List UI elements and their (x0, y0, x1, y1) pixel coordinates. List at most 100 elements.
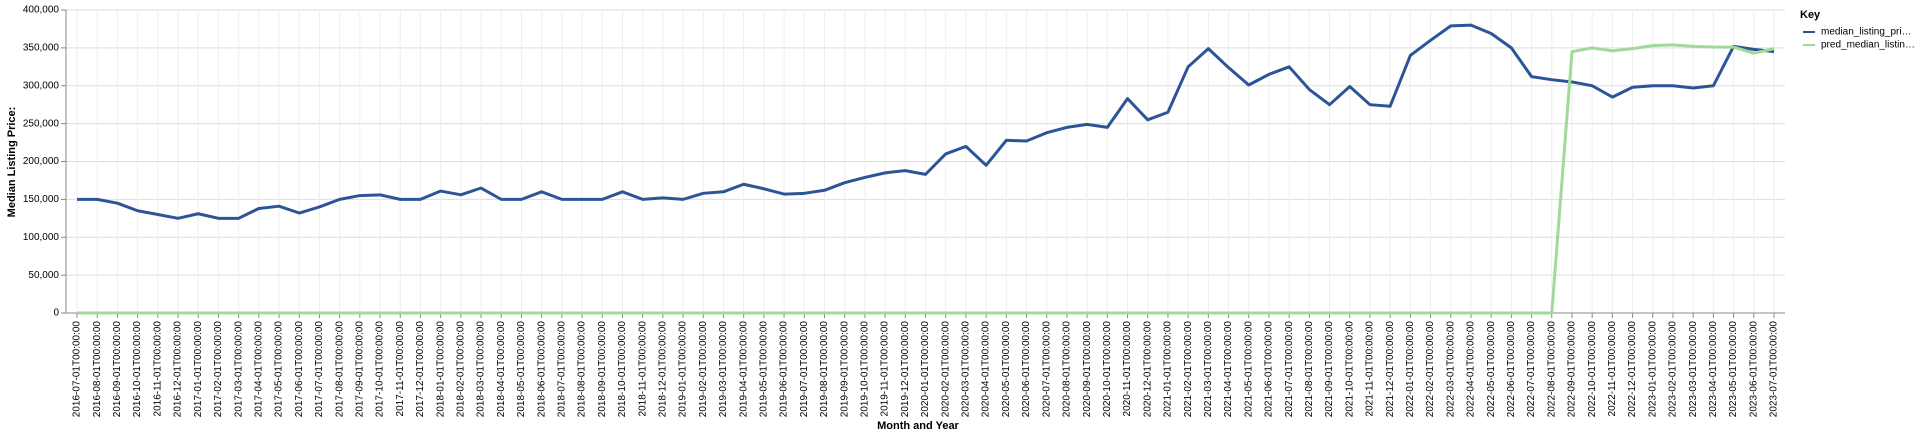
x-tick-label: 2022-04-01T00:00:00 (1466, 321, 1477, 418)
x-tick-label: 2017-08-01T00:00:00 (334, 321, 345, 418)
x-tick-label: 2017-11-01T00:00:00 (395, 321, 406, 417)
x-tick-label: 2020-06-01T00:00:00 (1021, 321, 1032, 418)
y-tick-label: 50,000 (28, 270, 59, 281)
x-tick-label: 2020-02-01T00:00:00 (940, 321, 951, 418)
x-tick-label: 2022-09-01T00:00:00 (1567, 321, 1578, 418)
x-tick-label: 2021-05-01T00:00:00 (1243, 321, 1254, 418)
x-tick-label: 2018-07-01T00:00:00 (556, 321, 567, 418)
x-tick-label: 2017-01-01T00:00:00 (193, 321, 204, 418)
x-tick-label: 2017-05-01T00:00:00 (274, 321, 285, 418)
legend-label: pred_median_listin… (1821, 40, 1915, 51)
x-tick-label: 2018-08-01T00:00:00 (577, 321, 588, 418)
x-tick-label: 2022-08-01T00:00:00 (1546, 321, 1557, 418)
x-tick-label: 2022-06-01T00:00:00 (1506, 321, 1517, 418)
x-tick-label: 2023-02-01T00:00:00 (1668, 321, 1679, 418)
legend-label: median_listing_pri… (1821, 27, 1912, 38)
x-tick-label: 2022-02-01T00:00:00 (1425, 321, 1436, 418)
x-tick-label: 2019-01-01T00:00:00 (678, 321, 689, 418)
x-tick-label: 2017-07-01T00:00:00 (314, 321, 325, 418)
x-tick-label: 2018-05-01T00:00:00 (516, 321, 527, 418)
x-tick-label: 2021-08-01T00:00:00 (1304, 321, 1315, 418)
x-tick-label: 2021-12-01T00:00:00 (1385, 321, 1396, 418)
x-tick-label: 2016-07-01T00:00:00 (72, 321, 83, 418)
x-tick-label: 2022-07-01T00:00:00 (1526, 321, 1537, 418)
x-tick-label: 2023-01-01T00:00:00 (1647, 321, 1658, 418)
x-tick-label: 2019-12-01T00:00:00 (900, 321, 911, 418)
x-tick-label: 2019-11-01T00:00:00 (880, 321, 891, 417)
x-tick-label: 2022-10-01T00:00:00 (1587, 321, 1598, 418)
x-tick-label: 2018-06-01T00:00:00 (536, 321, 547, 418)
x-tick-label: 2020-10-01T00:00:00 (1102, 321, 1113, 418)
x-tick-label: 2023-06-01T00:00:00 (1748, 321, 1759, 418)
series-line (77, 23, 1775, 220)
x-tick-label: 2016-10-01T00:00:00 (132, 321, 143, 418)
y-tick-label: 100,000 (23, 232, 60, 243)
x-axis-title: Month and Year (877, 420, 959, 432)
x-tick-label: 2018-01-01T00:00:00 (435, 321, 446, 418)
x-tick-label: 2018-12-01T00:00:00 (658, 321, 669, 418)
x-tick-label: 2021-03-01T00:00:00 (1203, 321, 1214, 418)
x-tick-label: 2017-12-01T00:00:00 (415, 321, 426, 418)
y-tick-label: 400,000 (23, 5, 60, 16)
x-tick-label: 2021-01-01T00:00:00 (1163, 321, 1174, 418)
x-tick-label: 2016-09-01T00:00:00 (112, 321, 123, 418)
y-tick-label: 200,000 (23, 156, 60, 167)
x-tick-label: 2020-01-01T00:00:00 (920, 321, 931, 418)
legend-title: Key (1800, 9, 1821, 21)
x-tick-label: 2022-01-01T00:00:00 (1405, 321, 1416, 418)
x-tick-label: 2018-03-01T00:00:00 (476, 321, 487, 418)
x-tick-label: 2021-09-01T00:00:00 (1324, 321, 1335, 418)
y-axis-title: Median Listing Price: (6, 107, 18, 218)
x-tick-label: 2017-03-01T00:00:00 (233, 321, 244, 418)
x-tick-label: 2016-11-01T00:00:00 (152, 321, 163, 417)
y-tick-label: 250,000 (23, 118, 60, 129)
y-tick-label: 0 (53, 308, 59, 319)
x-tick-label: 2023-05-01T00:00:00 (1728, 321, 1739, 418)
x-tick-label: 2017-10-01T00:00:00 (375, 321, 386, 418)
x-tick-label: 2017-02-01T00:00:00 (213, 321, 224, 418)
x-tick-label: 2017-06-01T00:00:00 (294, 321, 305, 418)
x-tick-label: 2019-04-01T00:00:00 (738, 321, 749, 418)
x-tick-label: 2019-05-01T00:00:00 (759, 321, 770, 418)
x-tick-label: 2023-07-01T00:00:00 (1769, 321, 1780, 418)
x-tick-label: 2023-04-01T00:00:00 (1708, 321, 1719, 418)
x-tick-label: 2021-06-01T00:00:00 (1264, 321, 1275, 418)
x-tick-label: 2022-11-01T00:00:00 (1607, 321, 1618, 417)
x-tick-label: 2020-04-01T00:00:00 (981, 321, 992, 418)
x-tick-label: 2022-05-01T00:00:00 (1486, 321, 1497, 418)
y-tick-label: 350,000 (23, 43, 60, 54)
x-tick-label: 2017-09-01T00:00:00 (354, 321, 365, 418)
series-line (77, 43, 1775, 315)
x-tick-label: 2019-08-01T00:00:00 (819, 321, 830, 418)
x-tick-label: 2021-11-01T00:00:00 (1365, 321, 1376, 417)
x-tick-label: 2016-12-01T00:00:00 (173, 321, 184, 418)
x-tick-label: 2020-07-01T00:00:00 (1041, 321, 1052, 418)
x-tick-label: 2023-03-01T00:00:00 (1688, 321, 1699, 418)
x-tick-label: 2020-08-01T00:00:00 (1062, 321, 1073, 418)
x-tick-label: 2019-09-01T00:00:00 (839, 321, 850, 418)
x-tick-label: 2020-09-01T00:00:00 (1082, 321, 1093, 418)
x-tick-label: 2021-04-01T00:00:00 (1223, 321, 1234, 418)
x-tick-label: 2020-12-01T00:00:00 (1142, 321, 1153, 418)
x-tick-label: 2019-03-01T00:00:00 (718, 321, 729, 418)
x-tick-label: 2022-03-01T00:00:00 (1445, 321, 1456, 418)
x-tick-label: 2022-12-01T00:00:00 (1627, 321, 1638, 418)
x-tick-label: 2017-04-01T00:00:00 (253, 321, 264, 418)
y-tick-label: 300,000 (23, 80, 60, 91)
x-tick-label: 2018-09-01T00:00:00 (597, 321, 608, 418)
x-tick-label: 2020-11-01T00:00:00 (1122, 321, 1133, 417)
y-tick-label: 150,000 (23, 194, 60, 205)
x-tick-label: 2018-04-01T00:00:00 (496, 321, 507, 418)
x-tick-label: 2020-05-01T00:00:00 (1001, 321, 1012, 418)
x-tick-label: 2019-07-01T00:00:00 (799, 321, 810, 418)
x-tick-label: 2018-11-01T00:00:00 (637, 321, 648, 417)
x-tick-label: 2020-03-01T00:00:00 (961, 321, 972, 418)
x-tick-label: 2019-10-01T00:00:00 (860, 321, 871, 418)
x-tick-label: 2018-02-01T00:00:00 (455, 321, 466, 418)
x-tick-label: 2018-10-01T00:00:00 (617, 321, 628, 418)
x-tick-label: 2019-02-01T00:00:00 (698, 321, 709, 418)
x-tick-label: 2019-06-01T00:00:00 (779, 321, 790, 418)
x-tick-label: 2016-08-01T00:00:00 (92, 321, 103, 418)
